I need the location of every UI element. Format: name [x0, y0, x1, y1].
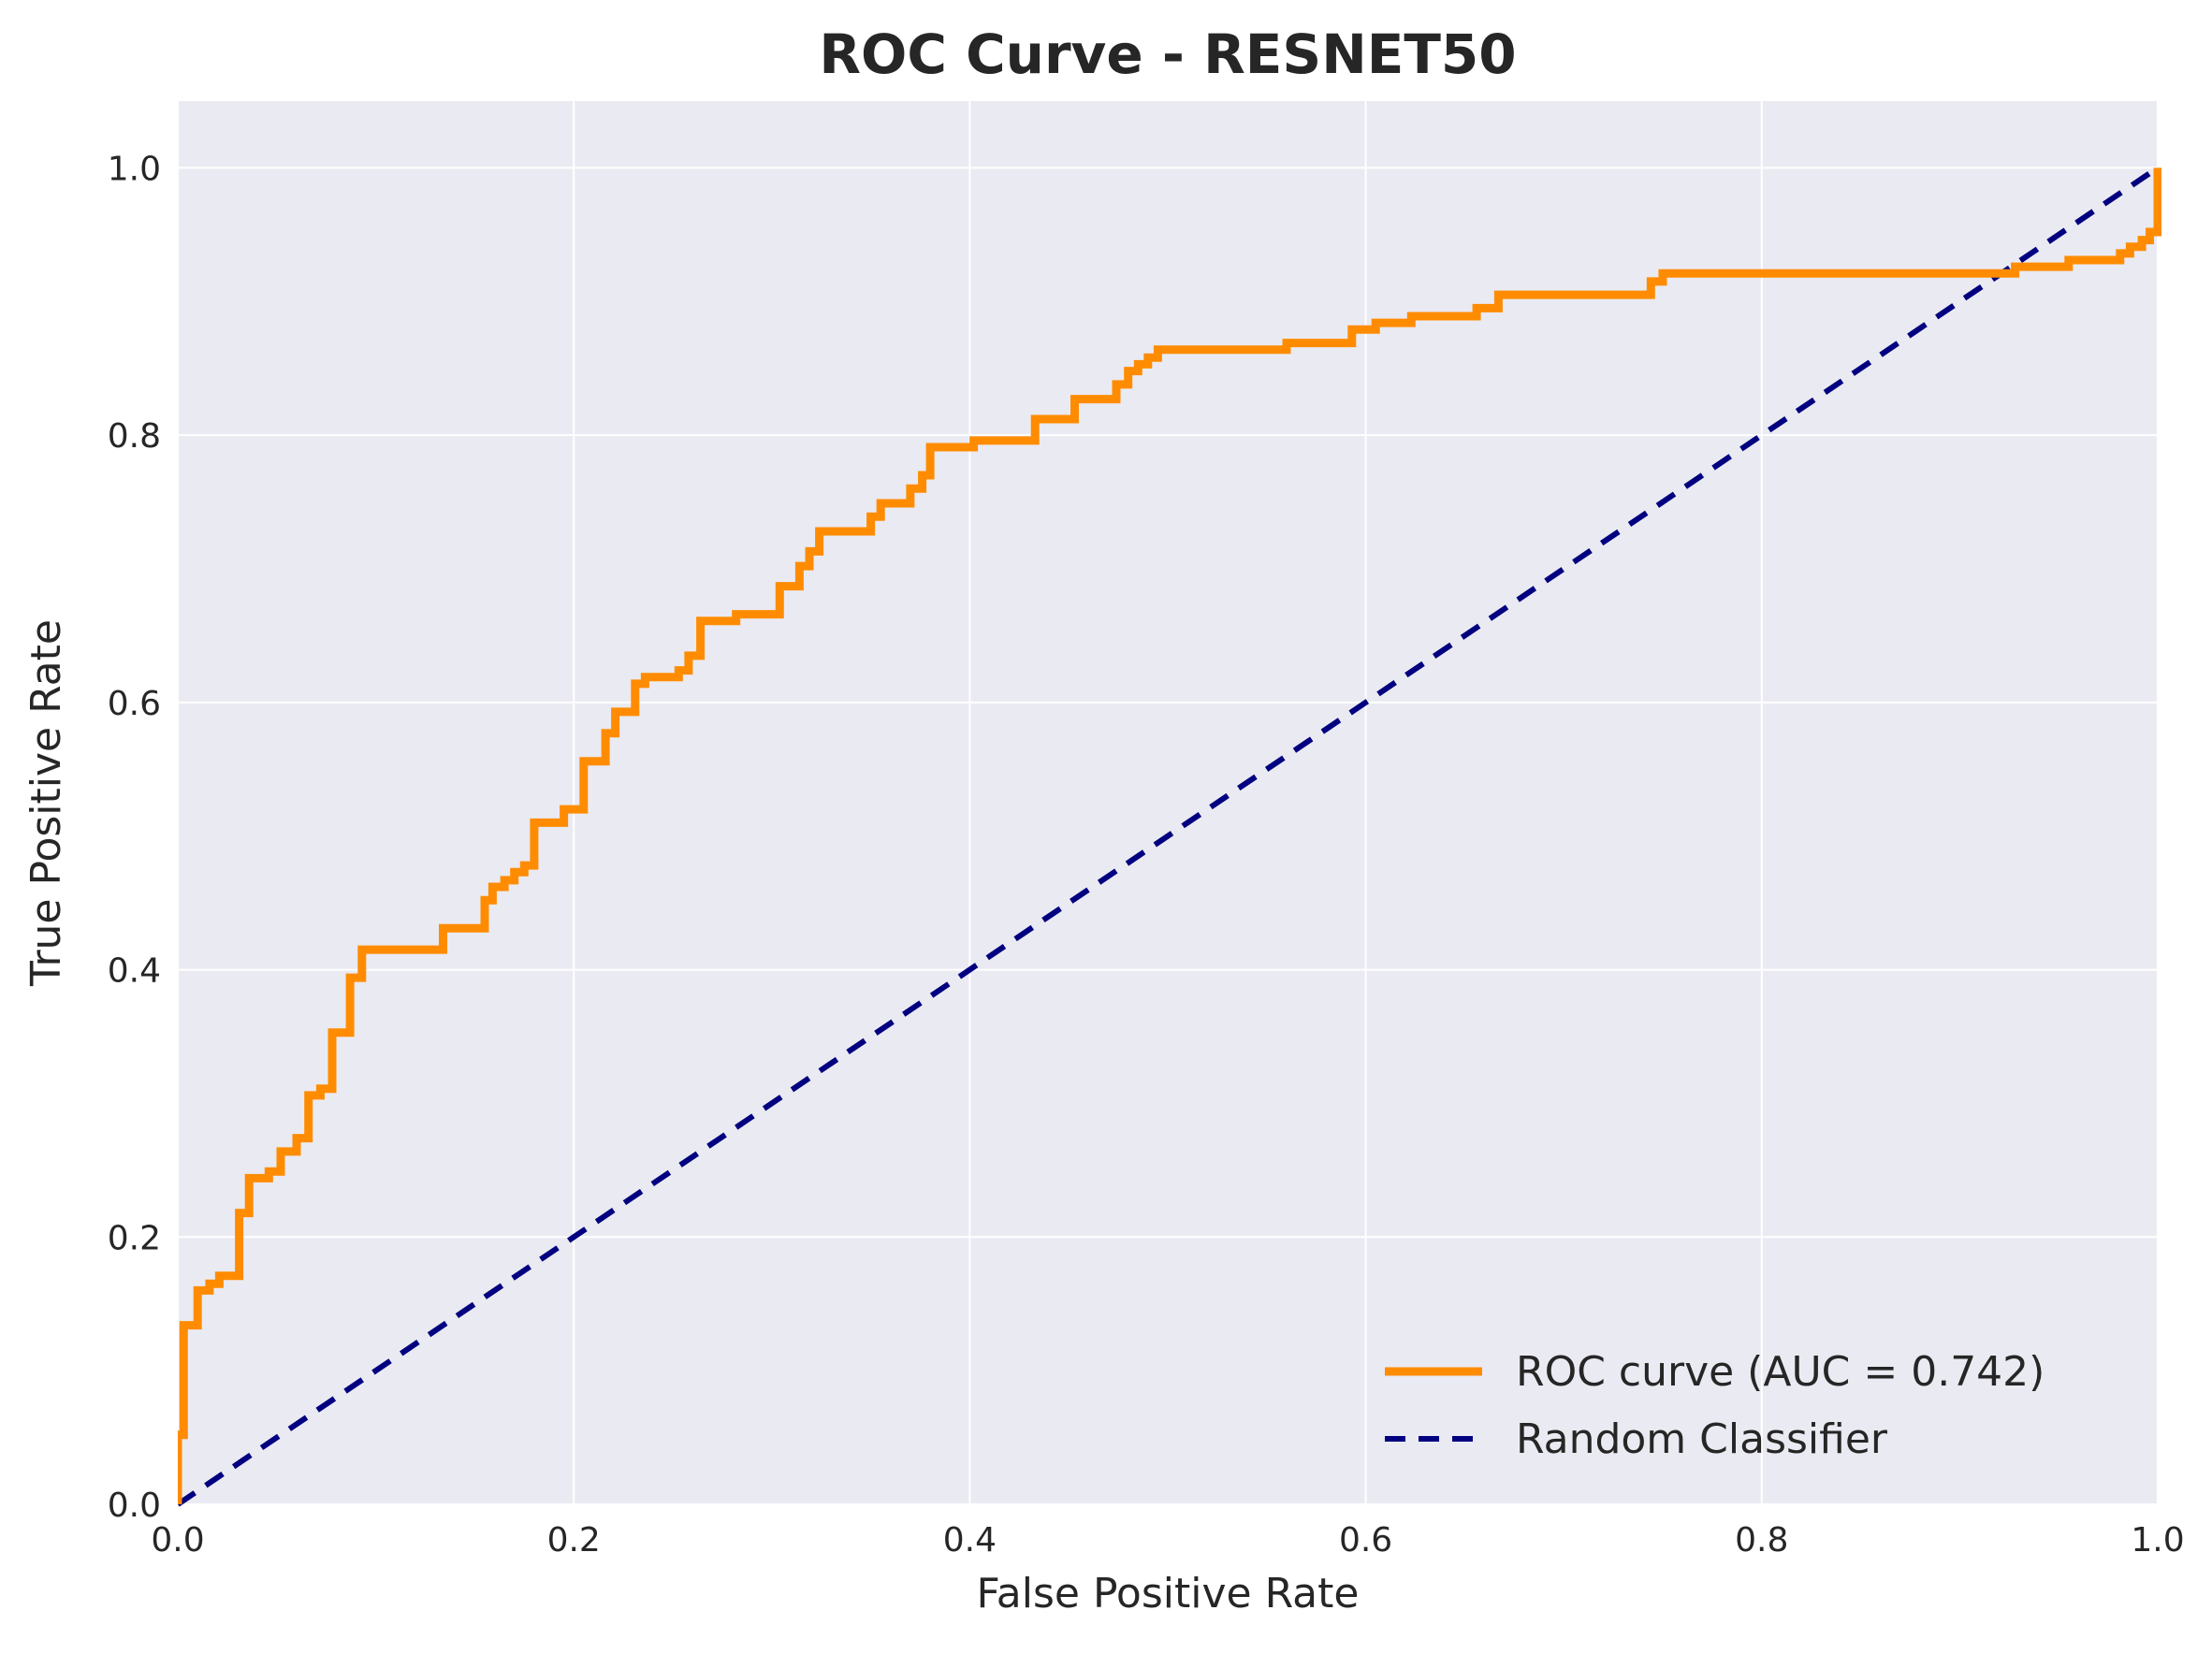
y-tick-label: 1.0 — [108, 150, 161, 188]
y-tick-label: 0.4 — [108, 952, 161, 991]
series-layer — [178, 165, 2161, 1507]
y-axis-label: True Positive Rate — [22, 619, 70, 987]
roc-curve-line — [178, 167, 2161, 1504]
plot-area — [178, 101, 2158, 1504]
x-tick-label: 0.2 — [547, 1521, 601, 1560]
tick-labels: 0.0 0.2 0.4 0.6 0.8 1.0 0.0 0.2 0.4 0.6 0.8 1.0 — [108, 150, 2185, 1560]
x-tick-label: 0.0 — [151, 1521, 204, 1560]
random-classifier-line — [178, 165, 2160, 1507]
x-tick-label: 0.8 — [1735, 1521, 1788, 1560]
legend-label-roc: ROC curve (AUC = 0.742) — [1516, 1348, 2045, 1396]
y-tick-label: 0.2 — [108, 1219, 161, 1257]
y-tick-label: 0.6 — [108, 685, 161, 723]
x-tick-label: 1.0 — [2131, 1521, 2184, 1560]
x-axis-label: False Positive Rate — [977, 1570, 1360, 1618]
y-tick-label: 0.0 — [108, 1487, 161, 1525]
legend-label-random: Random Classifier — [1516, 1415, 1888, 1463]
x-tick-label: 0.6 — [1339, 1521, 1392, 1560]
y-tick-label: 0.8 — [108, 417, 161, 456]
grid-lines — [177, 101, 2159, 1505]
chart-title: ROC Curve - RESNET50 — [819, 22, 1516, 86]
x-tick-label: 0.4 — [943, 1521, 997, 1560]
legend: ROC curve (AUC = 0.742) Random Classifie… — [1385, 1348, 2045, 1463]
